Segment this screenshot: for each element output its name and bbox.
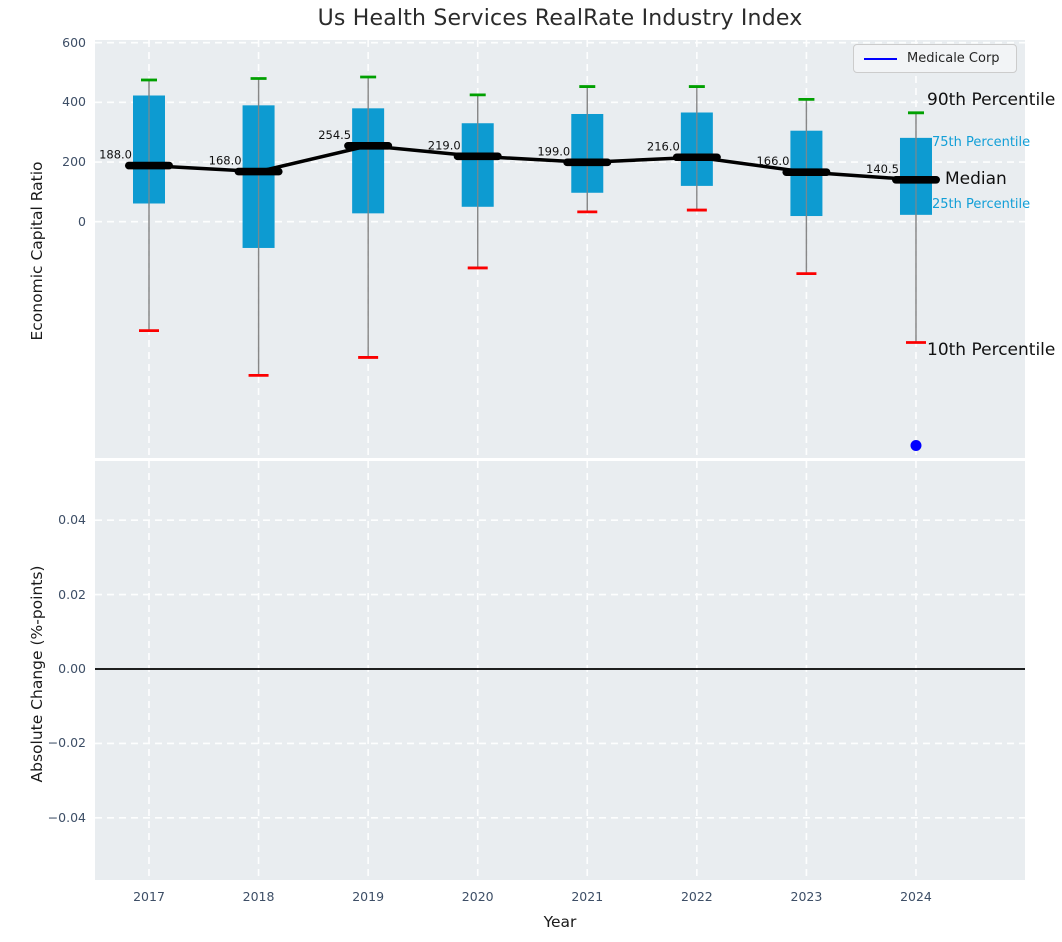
x-tick-2020: 2020 — [438, 889, 518, 904]
median-marker-2022 — [673, 153, 721, 161]
bottom-y-tick-2: 0.00 — [6, 661, 86, 676]
annotation-25th-percentile: 25th Percentile — [932, 197, 1030, 212]
median-label-2018: 168.0 — [209, 154, 242, 168]
top-chart-canvas: 188.0 168.0 254.5 219.0 199.0 216.0 166.0 140.5 — [95, 40, 1025, 458]
x-axis-label: Year — [95, 913, 1025, 931]
median-marker-2019 — [344, 142, 392, 150]
bottom-y-tick-0: 0.04 — [6, 512, 86, 527]
median-label-2021: 199.0 — [537, 144, 570, 158]
figure: Us Health Services RealRate Industry Ind… — [0, 0, 1062, 942]
bottom-chart-canvas — [95, 461, 1025, 880]
x-tick-2024: 2024 — [876, 889, 956, 904]
x-tick-2021: 2021 — [547, 889, 627, 904]
median-marker-2017 — [125, 162, 173, 170]
medicale-corp-point — [910, 440, 921, 451]
annotation-75th-percentile: 75th Percentile — [932, 135, 1030, 150]
bottom-y-tick-1: 0.02 — [6, 587, 86, 602]
x-tick-2017: 2017 — [109, 889, 189, 904]
median-marker-2018 — [235, 168, 283, 176]
median-marker-2024 — [892, 176, 940, 184]
annotation-90th-percentile: 90th Percentile — [927, 90, 1055, 110]
median-marker-2021 — [563, 159, 611, 167]
top-y-tick-600: 600 — [6, 35, 86, 50]
median-marker-2020 — [454, 153, 502, 161]
top-y-tick-400: 400 — [6, 94, 86, 109]
chart-title: Us Health Services RealRate Industry Ind… — [95, 6, 1025, 31]
legend-label: Medicale Corp — [907, 51, 1000, 66]
annotation-median: Median — [945, 169, 1007, 189]
x-tick-2023: 2023 — [766, 889, 846, 904]
legend-line-icon — [864, 58, 897, 60]
median-marker-2023 — [782, 168, 830, 176]
top-y-axis-label: Economic Capital Ratio — [28, 141, 46, 361]
x-tick-2019: 2019 — [328, 889, 408, 904]
annotation-10th-percentile: 10th Percentile — [927, 340, 1055, 360]
legend: Medicale Corp — [853, 44, 1017, 73]
median-label-2017: 188.0 — [99, 148, 132, 162]
bottom-y-tick-4: −0.04 — [6, 810, 86, 825]
median-label-2020: 219.0 — [428, 138, 461, 152]
bottom-y-tick-3: −0.02 — [6, 735, 86, 750]
median-label-2023: 166.0 — [756, 154, 789, 168]
median-label-2024: 140.5 — [866, 162, 899, 176]
x-tick-2022: 2022 — [657, 889, 737, 904]
median-label-2019: 254.5 — [318, 128, 351, 142]
median-label-2022: 216.0 — [647, 139, 680, 153]
top-y-tick-0: 0 — [6, 214, 86, 229]
x-tick-2018: 2018 — [219, 889, 299, 904]
top-y-tick-200: 200 — [6, 154, 86, 169]
